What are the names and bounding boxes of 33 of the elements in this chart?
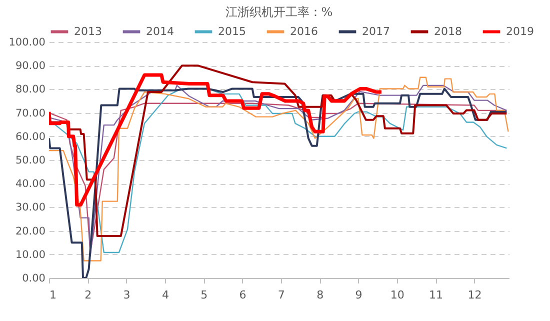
legend-label: 2013 [74,24,102,38]
y-tick-label: 90.00 [15,60,46,72]
y-tick-label: 60.00 [15,130,46,143]
legend-label: 2019 [506,24,534,38]
y-tick-label: 50.00 [15,154,46,166]
x-tick-label: 5 [200,288,208,302]
x-tick-label: 11 [429,288,444,302]
x-tick-label: 10 [390,288,404,302]
x-tick-label: 8 [316,288,324,302]
y-tick-label: 10.00 [15,248,46,261]
chart-title: 江浙织机开工率：% [225,5,333,19]
x-tick-label: 2 [84,288,92,302]
x-tick-label: 6 [239,288,246,302]
y-tick-label: 80.00 [15,84,46,96]
legend-label: 2016 [290,24,318,38]
y-tick-label: 20.00 [15,225,46,238]
y-tick-label: 100.00 [8,36,46,48]
y-tick-label: 70.00 [15,107,46,120]
legend-label: 2014 [146,24,174,38]
x-tick-label: 7 [278,288,285,302]
x-tick-label: 3 [123,288,130,302]
x-tick-label: 9 [355,288,362,302]
legend-label: 2015 [218,24,246,38]
line-series [49,73,384,207]
legend-label: 2018 [434,24,462,38]
x-tick-label: 1 [50,288,56,302]
legend-label: 2017 [362,24,390,38]
y-tick-label: 30.00 [15,202,46,214]
x-tick-label: 12 [468,288,482,302]
line-series [49,64,508,237]
x-tick-label: 4 [162,288,169,302]
y-tick-label: 40.00 [15,178,46,190]
y-tick-label: 0.00 [22,272,46,284]
